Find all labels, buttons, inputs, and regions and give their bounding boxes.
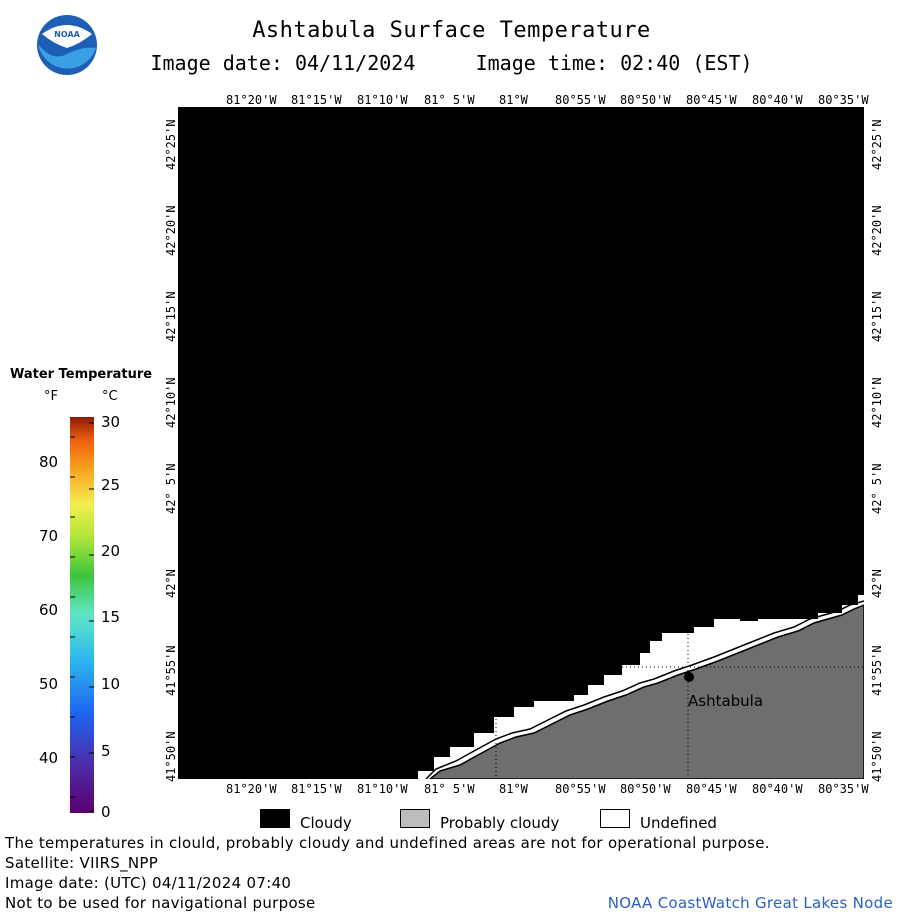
lon-label-bottom: 80°45'W: [686, 782, 737, 796]
legend-label-undefined: Undefined: [640, 814, 717, 832]
footer-satellite: Satellite: VIIRS_NPP: [5, 854, 159, 872]
land-area: [427, 603, 865, 780]
lon-label-top: 80°40'W: [752, 93, 803, 107]
colorbar: [70, 417, 94, 813]
lat-label-right: 42°25'N: [870, 119, 884, 170]
coastline: [425, 600, 865, 780]
colorbar-f-label: 50: [39, 675, 59, 693]
lat-label-left: 42°25'N: [164, 119, 178, 170]
colorbar-f-label: 40: [39, 749, 59, 767]
map-panel[interactable]: Ashtabula: [178, 107, 865, 780]
unit-fahrenheit: °F: [44, 389, 58, 404]
page-title: Ashtabula Surface Temperature: [252, 18, 651, 43]
unit-celsius: °C: [102, 389, 118, 404]
lat-label-left: 41°50'N: [164, 731, 178, 782]
lat-label-left: 41°55'N: [164, 645, 178, 696]
lon-label-bottom: 80°40'W: [752, 782, 803, 796]
colorbar-c-label: 30: [101, 413, 121, 431]
lat-label-right: 42°N: [870, 569, 884, 598]
footer-warning: Not to be used for navigational purpose: [5, 894, 316, 912]
colorbar-c-label: 5: [101, 742, 111, 760]
colorbar-f-label: 60: [39, 601, 59, 619]
lon-label-top: 80°35'W: [818, 93, 869, 107]
lon-label-top: 81° 5'W: [424, 93, 475, 107]
lon-label-bottom: 81°W: [499, 782, 528, 796]
lat-label-right: 41°55'N: [870, 645, 884, 696]
lat-label-right: 42°20'N: [870, 205, 884, 256]
lat-label-right: 42°10'N: [870, 377, 884, 428]
lon-label-top: 81°10'W: [357, 93, 408, 107]
footer-utc-date: Image date: (UTC) 04/11/2024 07:40: [5, 874, 292, 892]
lon-label-top: 80°45'W: [686, 93, 737, 107]
lat-label-right: 42° 5'N: [870, 463, 884, 514]
legend-swatch-cloudy: [260, 809, 290, 828]
colorbar-c-label: 10: [101, 675, 121, 693]
map-canvas: Ashtabula: [178, 107, 865, 780]
lon-label-bottom: 80°35'W: [818, 782, 869, 796]
legend-label-cloudy: Cloudy: [300, 814, 352, 832]
image-date: Image date: 04/11/2024: [150, 51, 416, 75]
lat-label-left: 42°15'N: [164, 291, 178, 342]
credit-link[interactable]: NOAA CoastWatch Great Lakes Node: [607, 894, 893, 912]
lon-label-bottom: 81°10'W: [357, 782, 408, 796]
legend-label-probably-cloudy: Probably cloudy: [440, 814, 560, 832]
image-datetime: Image date: 04/11/2024 Image time: 02:40…: [0, 51, 903, 75]
footer-note: The temperatures in clould, probably clo…: [5, 834, 770, 852]
colorbar-c-label: 15: [101, 608, 121, 626]
city-label: Ashtabula: [688, 692, 763, 710]
lat-label-left: 42° 5'N: [164, 463, 178, 514]
lat-label-left: 42°N: [164, 569, 178, 598]
lon-label-bottom: 81° 5'W: [424, 782, 475, 796]
city-marker[interactable]: [684, 672, 694, 682]
lon-label-top: 81°W: [499, 93, 528, 107]
colorbar-title: Water Temperature: [10, 367, 153, 382]
lon-label-top: 80°55'W: [555, 93, 606, 107]
lon-label-top: 81°20'W: [226, 93, 277, 107]
colorbar-f-label: 80: [39, 453, 59, 471]
legend-swatch-undefined: [600, 809, 630, 828]
lat-label-left: 42°10'N: [164, 377, 178, 428]
noaa-logo: NOAA: [36, 14, 98, 76]
lon-label-bottom: 81°20'W: [226, 782, 277, 796]
lon-label-bottom: 80°55'W: [555, 782, 606, 796]
lat-label-left: 42°20'N: [164, 205, 178, 256]
lon-label-bottom: 81°15'W: [291, 782, 342, 796]
colorbar-c-label: 25: [101, 476, 121, 494]
colorbar-c-label: 20: [101, 542, 121, 560]
image-time: Image time: 02:40 (EST): [475, 51, 753, 75]
lat-label-right: 41°50'N: [870, 731, 884, 782]
colorbar-c-label: 0: [101, 803, 111, 821]
noaa-logo-text: NOAA: [54, 30, 80, 39]
lon-label-bottom: 80°50'W: [620, 782, 671, 796]
legend-swatch-probably-cloudy: [400, 809, 430, 828]
lon-label-top: 81°15'W: [291, 93, 342, 107]
colorbar-f-label: 70: [39, 527, 59, 545]
lon-label-top: 80°50'W: [620, 93, 671, 107]
lat-label-right: 42°15'N: [870, 291, 884, 342]
